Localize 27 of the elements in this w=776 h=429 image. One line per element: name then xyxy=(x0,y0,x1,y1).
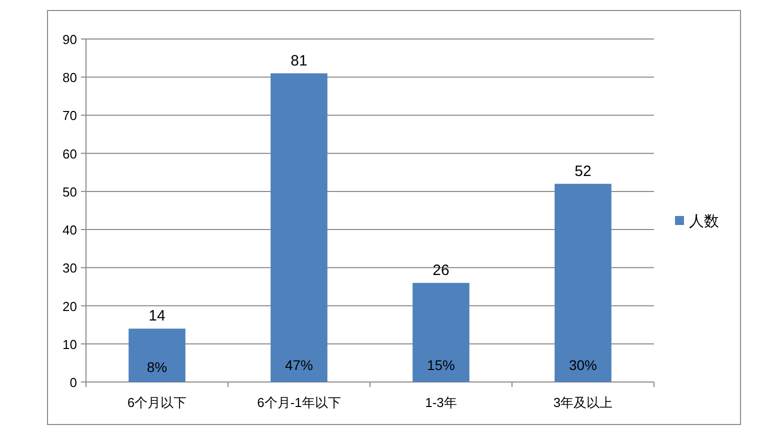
bar xyxy=(412,282,470,382)
y-tick-label: 50 xyxy=(62,184,77,200)
bar xyxy=(128,328,186,382)
y-tick-label: 60 xyxy=(62,146,77,162)
data-label: 81 xyxy=(290,52,308,70)
y-tick-label: 0 xyxy=(70,375,77,390)
y-tick-label: 20 xyxy=(62,298,77,314)
annotation: 15% xyxy=(426,357,456,373)
x-tick-label: 6个月-1年以下 xyxy=(257,395,341,410)
data-label: 14 xyxy=(148,308,166,325)
data-label: 26 xyxy=(432,262,450,279)
annotation: 30% xyxy=(568,357,598,373)
bar xyxy=(270,73,328,382)
annotation: 8% xyxy=(146,359,168,375)
y-tick-label: 70 xyxy=(62,108,77,124)
y-tick-label: 80 xyxy=(62,70,77,86)
bar xyxy=(554,184,612,382)
y-tick-label: 90 xyxy=(62,32,77,47)
x-tick-label: 3年及以上 xyxy=(553,395,613,410)
y-tick-label: 40 xyxy=(62,222,77,238)
legend-label: 人数 xyxy=(689,213,719,230)
annotation: 47% xyxy=(284,357,314,373)
x-tick-label: 1-3年 xyxy=(425,395,457,410)
y-tick-label: 10 xyxy=(62,336,77,352)
x-tick-label: 6个月以下 xyxy=(127,395,187,410)
y-tick-label: 30 xyxy=(62,260,77,276)
data-label: 52 xyxy=(574,162,592,180)
